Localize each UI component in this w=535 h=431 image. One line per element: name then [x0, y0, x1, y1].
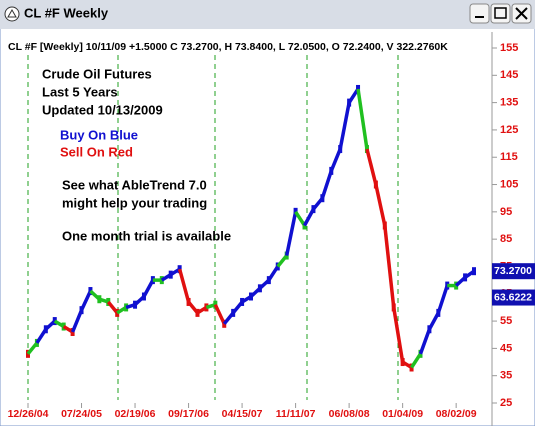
price-segment	[284, 211, 298, 256]
annotation: Buy On Blue	[60, 127, 138, 142]
maximize-button[interactable]	[490, 3, 511, 24]
price-bar	[472, 267, 476, 276]
y-tick-label: 55	[500, 315, 512, 327]
price-segment	[418, 328, 432, 355]
y-tick-label: 105	[500, 178, 518, 190]
x-tick-label: 07/24/05	[61, 408, 102, 420]
y-tick-label: 85	[500, 233, 512, 245]
price-label: 73.2700	[494, 265, 532, 277]
price-segment	[383, 225, 396, 308]
annotation: One month trial is available	[62, 228, 231, 243]
app-icon-glyph	[7, 8, 17, 18]
y-tick-label: 155	[500, 42, 518, 54]
y-tick-label: 45	[500, 342, 512, 354]
y-tick-label: 145	[500, 69, 518, 81]
price-segment	[391, 307, 405, 363]
annotation: Last 5 Years	[42, 84, 118, 99]
close-glyph	[515, 7, 528, 20]
window-title: CL #F Weekly	[24, 5, 109, 20]
price-bar	[61, 322, 66, 331]
price-label-box	[492, 263, 535, 280]
price-segment	[177, 268, 191, 303]
period-lines	[27, 55, 399, 400]
x-tick-label: 02/19/06	[115, 408, 156, 420]
y-tick-label: 115	[500, 151, 518, 163]
price-segment	[320, 170, 333, 199]
annotation: See what AbleTrend 7.0	[62, 177, 207, 192]
annotation: Updated 10/13/2009	[42, 102, 163, 117]
price-label: 63.6222	[494, 291, 532, 303]
y-tick-label: 35	[500, 370, 512, 382]
title-bar	[0, 0, 535, 29]
chart-header: CL #F [Weekly] 10/11/09 +1.5000 C 73.270…	[8, 41, 448, 53]
y-tick-label: 135	[500, 97, 518, 109]
maximize-glyph	[494, 7, 507, 19]
x-tick-label: 09/17/06	[168, 408, 209, 420]
x-tick-label: 01/04/09	[382, 408, 423, 420]
annotation: Sell On Red	[60, 144, 133, 159]
price-bar	[124, 303, 129, 312]
x-tick-label: 11/11/07	[276, 408, 316, 420]
price-segment	[365, 148, 378, 185]
annotation: might help your trading	[62, 195, 207, 210]
price-segment	[338, 102, 351, 150]
price-label-box	[492, 289, 535, 306]
price-segment	[374, 184, 387, 226]
y-tick-label: 25	[500, 397, 512, 409]
minimize-button[interactable]	[469, 3, 490, 24]
y-tick-label: 95	[500, 206, 512, 218]
x-tick-label: 08/02/09	[436, 408, 477, 420]
window-buttons	[469, 3, 532, 24]
price-segment	[356, 88, 369, 150]
x-tick-label: 06/08/08	[329, 408, 370, 420]
price-segment	[436, 285, 449, 314]
annotation: Crude Oil Futures	[42, 66, 152, 81]
x-tick-label: 12/26/04	[8, 408, 49, 420]
y-tick-label: 125	[500, 124, 518, 136]
x-tick-label: 04/15/07	[222, 408, 263, 420]
